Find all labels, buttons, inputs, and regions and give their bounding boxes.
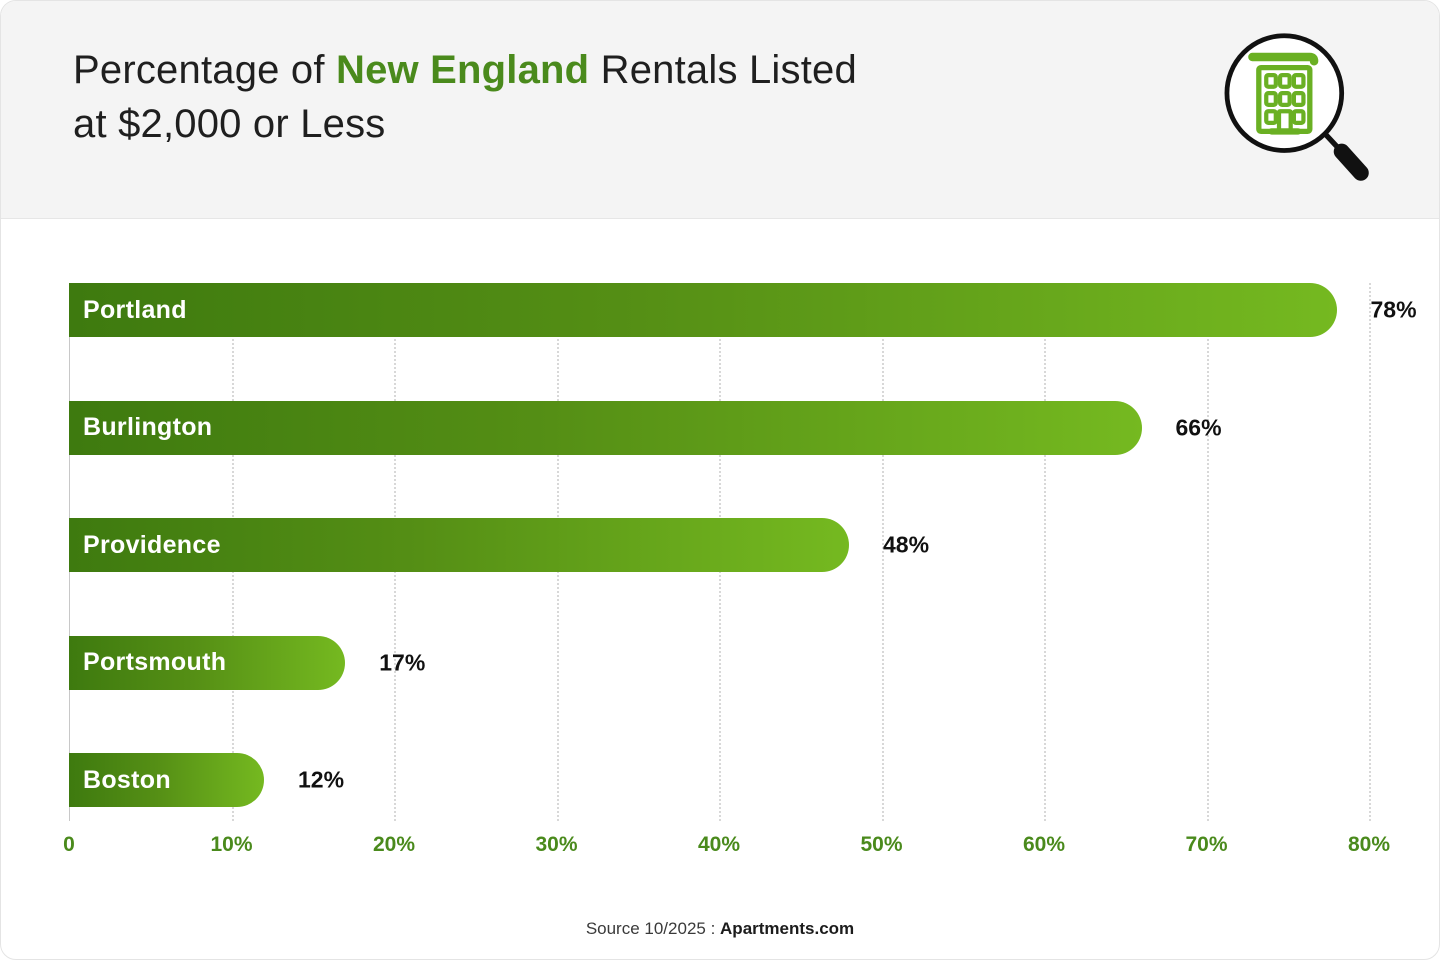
bar-burlington: Burlington xyxy=(69,400,1142,455)
bar-row-burlington: Burlington 66% xyxy=(69,400,1369,455)
gridline-80% xyxy=(1369,283,1371,821)
bar-portland: Portland xyxy=(69,283,1337,337)
bar-label: Portsmouth xyxy=(83,648,227,676)
tick-label-80%: 80% xyxy=(1347,833,1391,856)
header: Percentage of New England Rentals Listed… xyxy=(1,1,1439,219)
bar-row-boston: Boston 12% xyxy=(69,753,1369,807)
bar-label: Portland xyxy=(83,295,187,324)
bar-portsmouth: Portsmouth xyxy=(69,635,346,690)
bar-value: 66% xyxy=(1175,414,1222,440)
magnifier-building-icon xyxy=(1224,33,1369,181)
title-highlight: New England xyxy=(335,48,590,92)
title-line2: at $2,000 or Less xyxy=(73,102,386,146)
page-title: Percentage of New England Rentals Listed… xyxy=(73,43,857,151)
plot-area: Portland 78% Burlington 66% Providence 48% Por… xyxy=(63,283,1417,856)
source-note: Source 10/2025 : Apartments.com xyxy=(1,919,1439,939)
title-prefix: Percentage of xyxy=(73,48,336,92)
bar-row-portland: Portland 78% xyxy=(69,283,1417,337)
bar-boston: Boston xyxy=(69,753,264,807)
tick-label-20%: 20% xyxy=(372,833,416,856)
tick-label-10%: 10% xyxy=(210,833,253,856)
bar-label: Burlington xyxy=(83,413,213,441)
tick-label-70%: 70% xyxy=(1185,833,1228,856)
bar-label: Boston xyxy=(83,765,171,794)
bar-row-providence: Providence 48% xyxy=(69,518,1369,572)
source-brand: Apartments.com xyxy=(720,919,855,938)
gridline-60% xyxy=(1044,283,1046,821)
bar-value: 78% xyxy=(1370,296,1417,323)
gridline-50% xyxy=(881,283,884,821)
tick-label-0: 0 xyxy=(63,833,75,856)
bar-row-portsmouth: Portsmouth 17% xyxy=(69,635,1369,690)
title-suffix: Rentals Listed xyxy=(589,48,857,92)
bar-value: 12% xyxy=(298,766,345,793)
x-axis-ticks: 0 10% 20% 30% 40% 50% 60% 70% 80% xyxy=(63,833,1390,861)
tick-label-40%: 40% xyxy=(697,833,741,856)
bar-label: Providence xyxy=(83,530,221,559)
bar-value: 48% xyxy=(883,531,930,558)
source-prefix: Source 10/2025 : xyxy=(585,919,721,938)
tick-label-60%: 60% xyxy=(1022,833,1066,856)
gridline-70% xyxy=(1206,283,1209,821)
bar-providence: Providence xyxy=(69,518,849,572)
tick-label-30%: 30% xyxy=(535,833,578,856)
tick-label-50%: 50% xyxy=(860,833,903,856)
bar-value: 17% xyxy=(379,649,426,675)
